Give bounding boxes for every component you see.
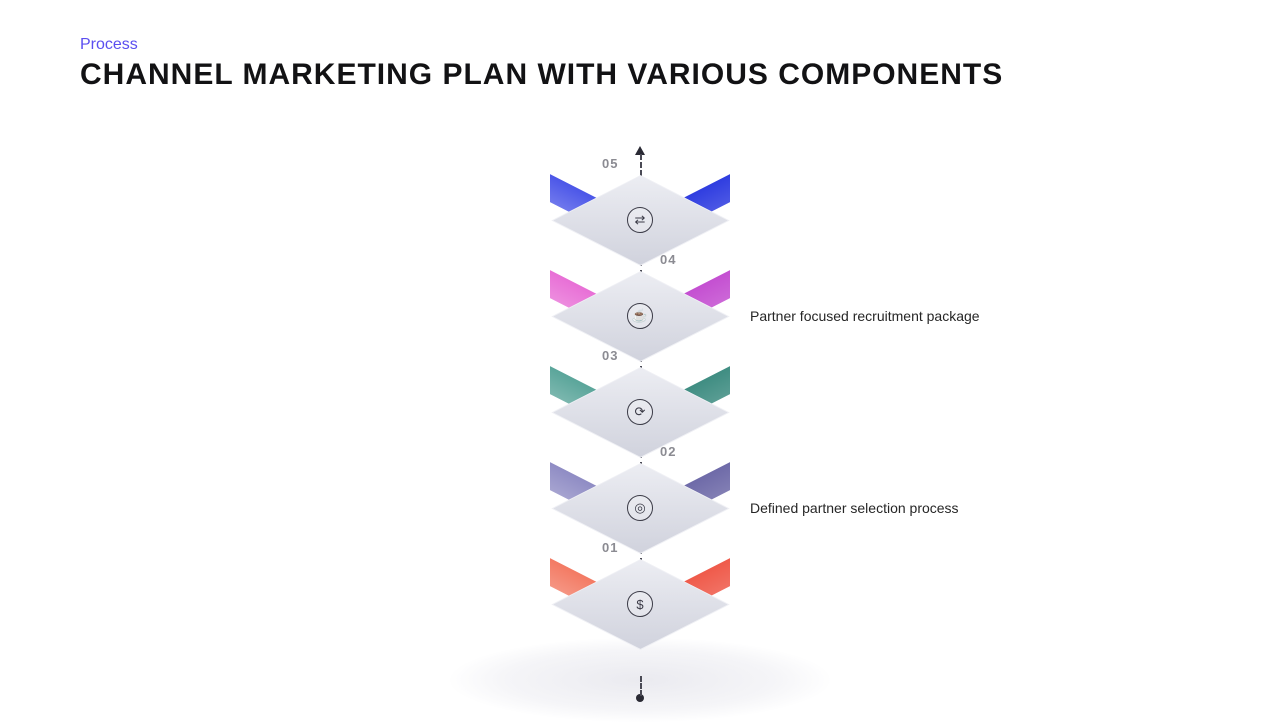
layer-number: 03 <box>602 348 618 363</box>
layer-label: Partner focused recruitment package <box>750 308 980 324</box>
layer-icon: ☕ <box>627 303 653 329</box>
connector <box>640 676 642 696</box>
layer-icon: ⇄ <box>627 207 653 233</box>
slide-subtitle: Process <box>80 36 138 54</box>
connector <box>640 154 642 176</box>
layer-number: 05 <box>602 156 618 171</box>
layer-icon: ◎ <box>627 495 653 521</box>
layer-number: 01 <box>602 540 618 555</box>
layer-icon: $ <box>627 591 653 617</box>
slide-title: CHANNEL MARKETING PLAN WITH VARIOUS COMP… <box>80 58 1003 92</box>
layer-icon: ⟳ <box>627 399 653 425</box>
diagram-stage: $01True alignment to corporate & sales s… <box>0 140 1280 720</box>
layer-label: Defined partner selection process <box>750 500 959 516</box>
